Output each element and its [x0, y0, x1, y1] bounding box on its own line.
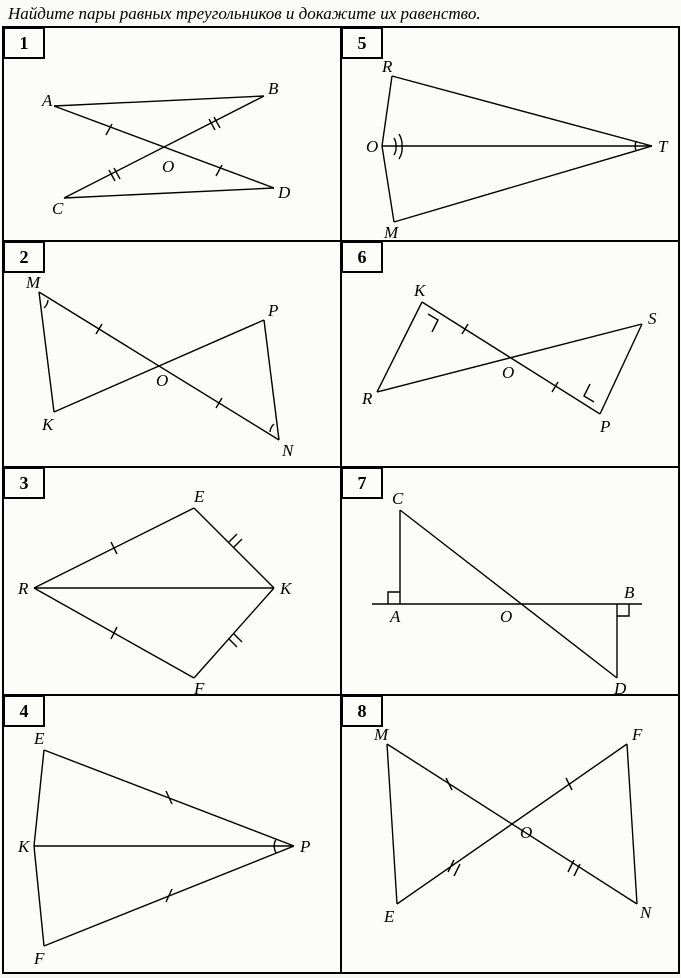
- point-label: K: [279, 579, 293, 598]
- problem-number: 1: [3, 27, 45, 59]
- figure-5: R O M T: [342, 28, 680, 242]
- problem-cell-2: 2 M K O P: [4, 242, 342, 468]
- page-title: Найдите пары равных треугольников и дока…: [0, 0, 681, 26]
- point-label: O: [366, 137, 378, 156]
- figure-7: C A O B D: [342, 468, 680, 696]
- point-label: D: [277, 183, 291, 202]
- point-label: R: [361, 389, 373, 408]
- point-label: C: [52, 199, 64, 218]
- point-label: C: [392, 489, 404, 508]
- point-label: F: [631, 725, 643, 744]
- problem-cell-3: 3 R E: [4, 468, 342, 696]
- point-label: F: [193, 679, 205, 696]
- point-label: A: [389, 607, 401, 626]
- point-label: T: [658, 137, 669, 156]
- point-label: D: [613, 679, 627, 696]
- point-label: P: [599, 417, 610, 436]
- problem-cell-6: 6 K R O S: [342, 242, 680, 468]
- figure-6: K R O S P: [342, 242, 680, 468]
- problem-number: 2: [3, 241, 45, 273]
- figure-3: R E K F: [4, 468, 342, 696]
- point-label: E: [33, 729, 45, 748]
- point-label: E: [383, 907, 395, 926]
- point-label: O: [162, 157, 174, 176]
- point-label: R: [381, 57, 393, 76]
- problem-number: 8: [341, 695, 383, 727]
- point-label: N: [639, 903, 653, 922]
- figure-2: M K O P N: [4, 242, 342, 468]
- figure-4: E K F P: [4, 696, 342, 974]
- problem-cell-5: 5 R O M: [342, 28, 680, 242]
- figure-8: M E O F N: [342, 696, 680, 974]
- point-label: A: [41, 91, 53, 110]
- point-label: O: [156, 371, 168, 390]
- point-label: M: [383, 223, 399, 242]
- point-label: P: [299, 837, 310, 856]
- problem-cell-1: 1: [4, 28, 342, 242]
- point-label: R: [17, 579, 29, 598]
- point-label: N: [281, 441, 295, 460]
- point-label: S: [648, 309, 657, 328]
- worksheet-page: Найдите пары равных треугольников и дока…: [0, 0, 681, 974]
- point-label: B: [268, 79, 279, 98]
- problem-cell-4: 4 E K F P: [4, 696, 342, 974]
- problem-cell-8: 8 M E O: [342, 696, 680, 974]
- problem-number: 5: [341, 27, 383, 59]
- problem-cell-7: 7 C A O B D: [342, 468, 680, 696]
- problem-number: 3: [3, 467, 45, 499]
- problem-grid: 1: [2, 26, 680, 974]
- point-label: P: [267, 301, 278, 320]
- point-label: O: [520, 823, 532, 842]
- point-label: M: [25, 273, 41, 292]
- point-label: O: [500, 607, 512, 626]
- point-label: F: [33, 949, 45, 968]
- problem-number: 7: [341, 467, 383, 499]
- problem-number: 4: [3, 695, 45, 727]
- problem-number: 6: [341, 241, 383, 273]
- figure-1: A B C D O: [4, 28, 342, 242]
- point-label: K: [41, 415, 55, 434]
- point-label: E: [193, 487, 205, 506]
- point-label: B: [624, 583, 635, 602]
- point-label: K: [413, 281, 427, 300]
- point-label: K: [17, 837, 31, 856]
- point-label: M: [373, 725, 389, 744]
- point-label: O: [502, 363, 514, 382]
